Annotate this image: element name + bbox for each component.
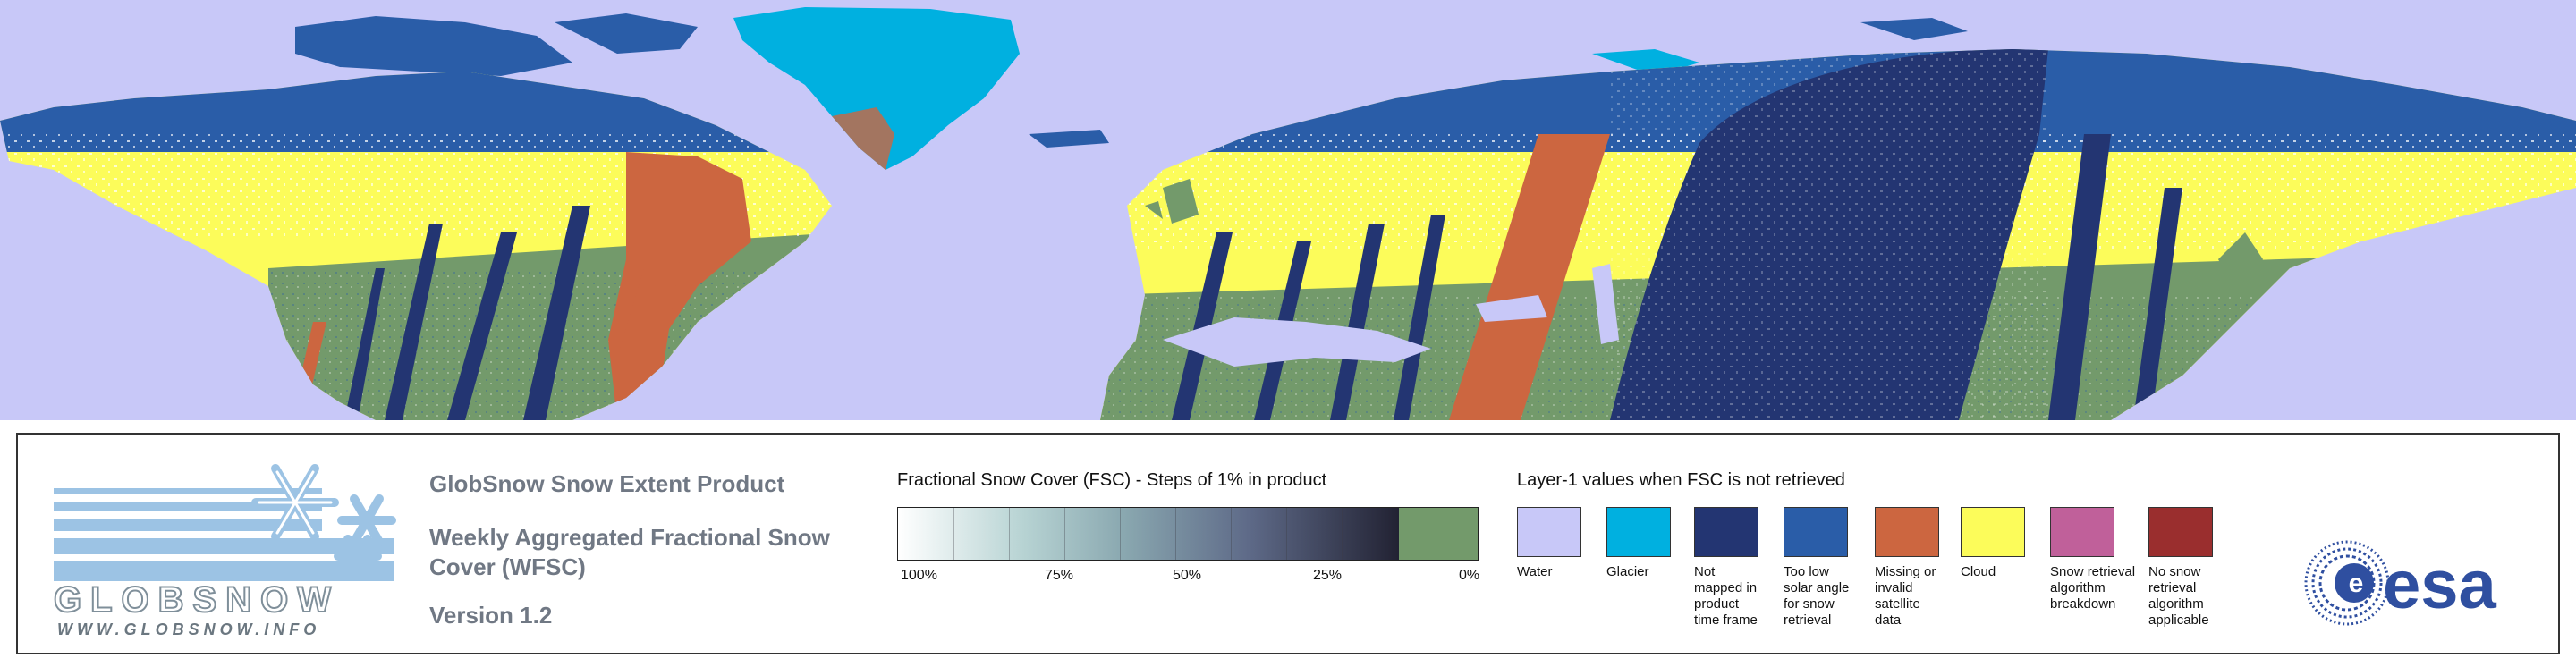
- product-title: GlobSnow Snow Extent Product: [429, 470, 785, 497]
- legend-label: Snow retrieval algorithm breakdown: [2050, 564, 2136, 612]
- fsc-label-50: 50%: [1173, 568, 1202, 583]
- fsc-tick: [1009, 508, 1010, 560]
- fsc-tick-labels: 100% 75% 50% 25% 0%: [897, 568, 1479, 589]
- legend-label: Missing or invalid satellite data: [1875, 564, 1936, 628]
- fsc-label-100: 100%: [901, 568, 937, 583]
- fsc-zero-swatch: [1399, 508, 1478, 560]
- fsc-label-0: 0%: [1459, 568, 1480, 583]
- fsc-legend-title: Fractional Snow Cover (FSC) - Steps of 1…: [897, 470, 1327, 490]
- legend-swatch: [2148, 507, 2213, 557]
- globsnow-wordmark: GLOBSNOW: [54, 580, 340, 620]
- legend-item: Water: [1517, 507, 1603, 580]
- legend-label: Glacier: [1606, 564, 1649, 579]
- legend-label: Too low solar angle for snow retrieval: [1784, 564, 1850, 628]
- legend-item: Not mapped in product time frame: [1694, 507, 1780, 629]
- fsc-tick: [1120, 508, 1121, 560]
- legend-panel: GLOBSNOW WWW.GLOBSNOW.INFO GlobSnow Snow…: [16, 433, 2560, 654]
- legend-item: Missing or invalid satellite data: [1875, 507, 1961, 629]
- fsc-tick: [1231, 508, 1232, 560]
- fsc-tick: [1175, 508, 1176, 560]
- fsc-tick: [1286, 508, 1287, 560]
- fsc-gradient: [898, 508, 1399, 560]
- legend-swatch: [1517, 507, 1581, 557]
- fsc-tick: [1342, 508, 1343, 560]
- legend-swatch: [1961, 507, 2025, 557]
- esa-logo: e esa: [2301, 535, 2533, 631]
- legend-label: Not mapped in product time frame: [1694, 564, 1758, 628]
- snowflake-logo-graphic: GLOBSNOW WWW.GLOBSNOW.INFO: [53, 464, 396, 638]
- legend-item: Too low solar angle for snow retrieval: [1784, 507, 1869, 629]
- layer1-swatches: Water Glacier Not mapped in product time f…: [1517, 507, 2250, 650]
- fsc-legend: Fractional Snow Cover (FSC) - Steps of 1…: [897, 470, 1496, 589]
- product-titles: GlobSnow Snow Extent Product Weekly Aggr…: [429, 470, 894, 629]
- fsc-color-bar: [897, 507, 1479, 561]
- layer1-legend-title: Layer-1 values when FSC is not retrieved: [1517, 470, 1845, 490]
- legend-item: Snow retrieval algorithm breakdown: [2050, 507, 2136, 612]
- product-version: Version 1.2: [429, 602, 553, 629]
- legend-label: Water: [1517, 564, 1553, 579]
- legend-label: Cloud: [1961, 564, 1996, 579]
- fsc-tick: [953, 508, 954, 560]
- legend-swatch: [2050, 507, 2114, 557]
- legend-swatch: [1694, 507, 1758, 557]
- layer1-legend: Layer-1 values when FSC is not retrieved…: [1517, 470, 2250, 650]
- product-subtitle: Weekly Aggregated Fractional Snow Cover …: [429, 524, 830, 580]
- esa-emblem-icon: e esa: [2304, 540, 2497, 626]
- legend-item: No snow retrieval algorithm applicable: [2148, 507, 2234, 629]
- legend-swatch: [1606, 507, 1671, 557]
- fsc-tick: [1064, 508, 1065, 560]
- fsc-label-75: 75%: [1045, 568, 1074, 583]
- svg-text:e: e: [2349, 569, 2364, 598]
- snow-cover-map: [0, 0, 2576, 420]
- globsnow-url: WWW.GLOBSNOW.INFO: [57, 621, 320, 638]
- legend-swatch: [1875, 507, 1939, 557]
- legend-swatch: [1784, 507, 1848, 557]
- fsc-label-25: 25%: [1313, 568, 1343, 583]
- esa-wordmark: esa: [2383, 547, 2497, 623]
- legend-label: No snow retrieval algorithm applicable: [2148, 564, 2209, 628]
- globsnow-logo: GLOBSNOW WWW.GLOBSNOW.INFO: [36, 449, 411, 646]
- legend-item: Cloud: [1961, 507, 2046, 580]
- legend-item: Glacier: [1606, 507, 1692, 580]
